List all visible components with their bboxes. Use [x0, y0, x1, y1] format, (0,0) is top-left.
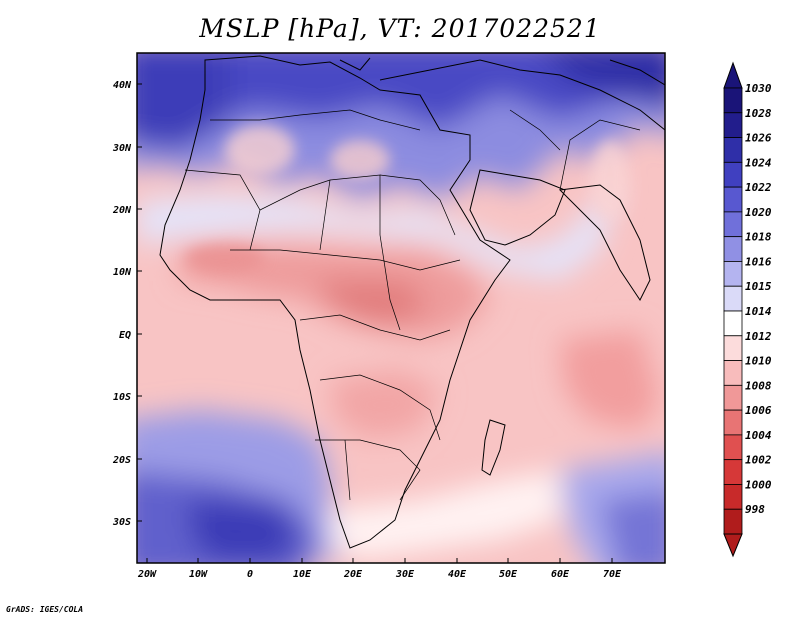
lat-label-20n: 20N — [112, 205, 132, 216]
colorbar-label: 1022 — [745, 181, 772, 194]
colorbar-swatch — [723, 285, 743, 312]
map-title: MSLP [hPa], VT: 2017022521 — [199, 14, 601, 43]
pressure-field — [137, 53, 665, 563]
colorbar-swatch — [723, 335, 743, 361]
colorbar-swatch — [723, 360, 743, 386]
colorbar-swatch — [723, 484, 743, 510]
colorbar-label: 1012 — [745, 330, 772, 343]
lon-label-20e: 20E — [343, 569, 363, 580]
colorbar-label: 1018 — [745, 231, 772, 244]
lon-label-0: 0 — [247, 569, 253, 580]
colorbar-label: 1028 — [745, 107, 772, 120]
colorbar-swatch — [723, 409, 743, 436]
lat-label-40n: 40N — [113, 80, 132, 91]
colorbar-swatch — [723, 137, 743, 163]
colorbar-swatch — [723, 161, 743, 188]
lon-label-70e: 70E — [603, 569, 622, 580]
colorbar-label: 1030 — [745, 82, 772, 95]
colorbar-swatch — [723, 211, 743, 238]
coastlines — [159, 55, 665, 549]
colorbar-swatch — [723, 310, 743, 337]
lat-label-30n: 30N — [112, 143, 132, 154]
lat-label-10n: 10N — [113, 267, 132, 278]
colorbar-swatch — [723, 508, 743, 535]
colorbar: 1030 1028 1026 1024 1022 1020 1018 1016 1015 1014… — [723, 61, 772, 558]
colorbar-swatch — [723, 236, 743, 262]
country-borders — [184, 109, 641, 501]
colorbar-label: 1002 — [745, 454, 772, 467]
colorbar-label: 1016 — [745, 255, 772, 268]
colorbar-swatch — [723, 112, 743, 138]
colorbar-label: 1020 — [745, 206, 772, 219]
lat-axis: 40N 30N 20N 10N EQ 10S 20S 30S — [112, 80, 142, 528]
lon-label-50e: 50E — [499, 569, 518, 580]
grads-credit: GrADS: IGES/COLA — [6, 605, 84, 614]
plot-frame — [136, 52, 666, 564]
colorbar-label: 1006 — [745, 404, 772, 417]
colorbar-label: 1000 — [745, 478, 772, 491]
colorbar-swatch — [723, 261, 743, 287]
lat-label-20s: 20S — [112, 455, 131, 466]
lon-axis: 20W 10W 0 10E 20E 30E 40E 50E 60E 70E — [137, 558, 622, 580]
lat-label-30s: 30S — [112, 517, 131, 528]
colorbar-label: 1024 — [745, 156, 772, 169]
colorbar-top-arrow — [723, 61, 743, 89]
lon-label-40e: 40E — [448, 569, 467, 580]
colorbar-swatch — [723, 186, 743, 213]
colorbar-swatch — [723, 434, 743, 461]
colorbar-label: 1004 — [745, 429, 772, 442]
colorbar-label: 1026 — [745, 132, 772, 145]
lat-label-eq: EQ — [119, 330, 131, 341]
colorbar-label: 1014 — [745, 305, 772, 318]
colorbar-swatch — [723, 384, 743, 411]
colorbar-label: 998 — [745, 503, 765, 516]
colorbar-label: 1008 — [745, 379, 772, 392]
lon-label-30e: 30E — [395, 569, 415, 580]
colorbar-swatch — [723, 87, 743, 114]
lon-label-10w: 10W — [189, 569, 208, 580]
lon-label-60e: 60E — [551, 569, 570, 580]
colorbar-bottom-arrow — [723, 533, 743, 558]
lon-label-20w: 20W — [137, 569, 157, 580]
colorbar-label: 1015 — [745, 280, 772, 293]
colorbar-swatch — [723, 459, 743, 485]
lon-label-10e: 10E — [293, 569, 312, 580]
colorbar-label: 1010 — [745, 355, 772, 368]
lat-label-10s: 10S — [113, 392, 131, 403]
